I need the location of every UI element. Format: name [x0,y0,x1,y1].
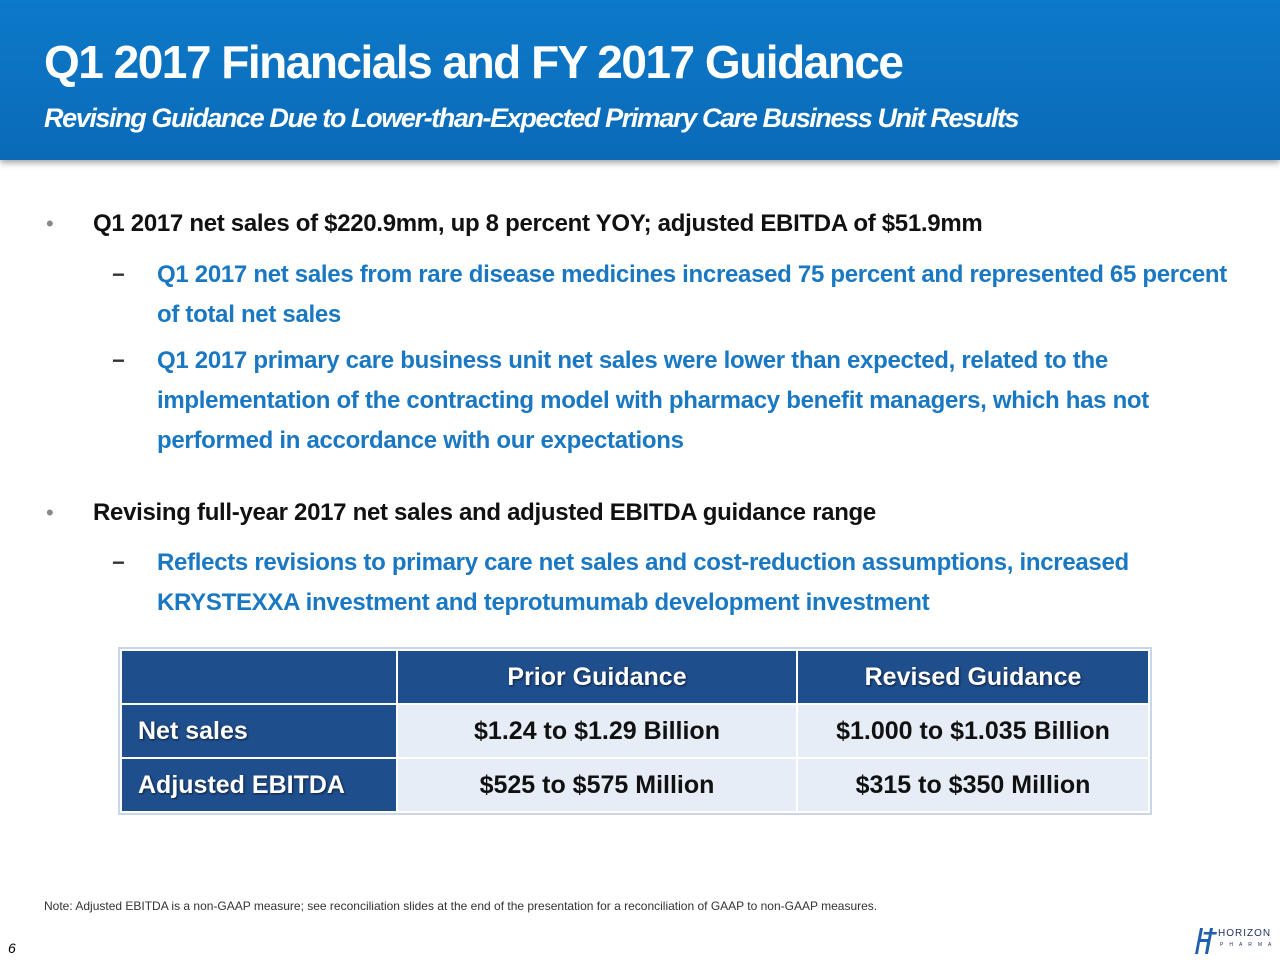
dash-icon: − [112,348,125,373]
dash-icon: − [112,550,125,575]
bullet-dot-icon: • [46,500,54,525]
dash-icon: − [112,262,125,287]
footnote: Note: Adjusted EBITDA is a non-GAAP meas… [44,899,878,913]
page-title: Q1 2017 Financials and FY 2017 Guidance [44,36,904,88]
header-banner: Q1 2017 Financials and FY 2017 Guidance … [0,0,1280,160]
page-number: 6 [8,940,16,956]
horizon-logo-icon [1195,928,1217,954]
table-row: Adjusted EBITDA $525 to $575 Million $31… [120,757,1150,813]
sub-bullet-2-1: Reflects revisions to primary care net s… [157,549,1129,616]
table-row: Net sales $1.24 to $1.29 Billion $1.000 … [120,703,1150,759]
bullet-dot-icon: • [46,211,54,236]
table-header-row: Prior Guidance Revised Guidance [120,649,1150,705]
bullet-1: Q1 2017 net sales of $220.9mm, up 8 perc… [93,210,983,237]
guidance-table: Prior Guidance Revised Guidance Net sale… [118,647,1152,815]
logo-subtext: PHARMA [1220,942,1278,948]
table-header-revised: Revised Guidance [796,649,1150,705]
horizon-logo: HORIZON PHARMA [1192,922,1276,956]
sub-bullet-1-2: Q1 2017 primary care business unit net s… [157,347,1149,454]
table-header-blank [120,649,398,705]
row-label-adjusted-ebitda: Adjusted EBITDA [120,757,398,813]
page-subtitle: Revising Guidance Due to Lower-than-Expe… [44,103,1020,133]
table-header-prior: Prior Guidance [396,649,798,705]
sub-bullet-1-1: Q1 2017 net sales from rare disease medi… [157,261,1227,328]
ebitda-revised: $315 to $350 Million [796,757,1150,813]
net-sales-prior: $1.24 to $1.29 Billion [396,703,798,759]
row-label-net-sales: Net sales [120,703,398,759]
bullet-2: Revising full-year 2017 net sales and ad… [93,499,876,526]
net-sales-revised: $1.000 to $1.035 Billion [796,703,1150,759]
ebitda-prior: $525 to $575 Million [396,757,798,813]
logo-text: HORIZON [1218,928,1272,939]
